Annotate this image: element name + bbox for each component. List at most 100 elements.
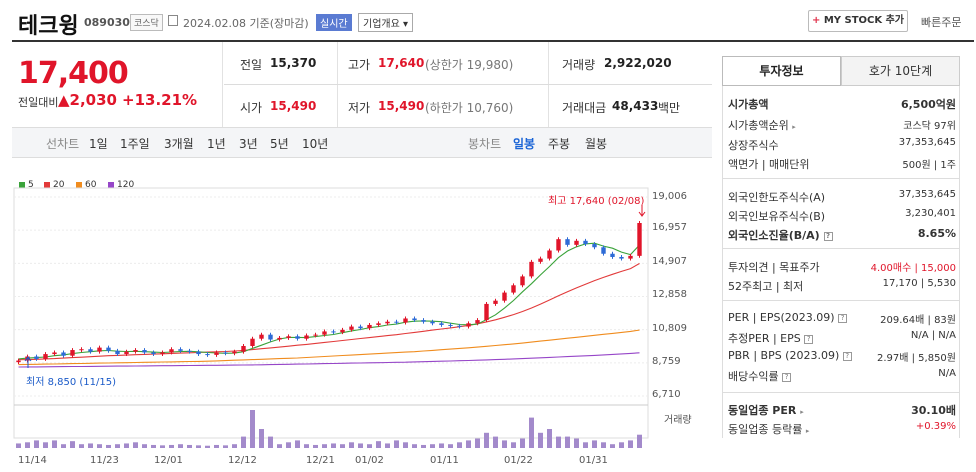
candle-body: [124, 351, 129, 355]
volume-bar: [133, 442, 138, 448]
candle-monthly[interactable]: 월봉: [585, 137, 608, 151]
x-tick: 01/31: [579, 455, 608, 466]
candle-body: [439, 323, 444, 325]
calendar-icon: [168, 15, 178, 26]
high-annotation: 최고 17,640 (02/08): [548, 196, 645, 207]
price-change: ▲2,030: [58, 91, 117, 109]
volume-bar: [628, 440, 633, 448]
volume-bar: [376, 441, 381, 448]
period-1w[interactable]: 1주일: [120, 137, 150, 151]
volume-bar: [583, 442, 588, 448]
sector-per-label[interactable]: 동일업종 PER ▸: [728, 404, 804, 417]
open-value: 15,490: [270, 99, 317, 113]
volume-bar: [475, 438, 480, 448]
realtime-button[interactable]: 실시간: [316, 14, 352, 31]
help-icon[interactable]: ?: [838, 313, 848, 323]
x-tick: 01/22: [504, 455, 533, 466]
candle-body: [385, 321, 390, 324]
candle-weekly[interactable]: 주봉: [548, 137, 571, 151]
company-overview-select[interactable]: 기업개요 ▾: [358, 13, 413, 32]
volume-bar: [448, 444, 453, 448]
tab-order-book[interactable]: 호가 10단계: [841, 56, 960, 86]
listed-shares-value: 37,353,645: [898, 137, 956, 148]
candle-daily[interactable]: 일봉: [513, 137, 536, 151]
candle-body: [16, 360, 21, 363]
divider: [222, 42, 223, 127]
chevron-right-icon: ▸: [805, 427, 810, 435]
candle-body: [358, 326, 363, 329]
x-tick: 12/01: [154, 455, 183, 466]
mystock-add-button[interactable]: + MY STOCK 추가: [808, 10, 908, 32]
candle-body: [538, 258, 543, 262]
volume-bar: [367, 444, 372, 448]
volume-bar: [403, 442, 408, 448]
y-tick: 10,809: [652, 323, 687, 334]
volume-bar: [115, 444, 120, 448]
upper-limit: (상한가 19,980): [425, 58, 514, 72]
candle-body: [79, 349, 84, 351]
candle-body: [106, 347, 111, 351]
volume-bar: [304, 444, 309, 448]
legend-swatch-ma5: [19, 182, 25, 188]
candle-body: [160, 352, 165, 355]
candle-body: [250, 338, 255, 346]
help-icon[interactable]: ?: [823, 231, 833, 241]
volume-bar: [547, 429, 552, 448]
candle-body: [475, 320, 480, 324]
volume-bar: [286, 442, 291, 448]
candle-body: [565, 239, 570, 245]
period-10y[interactable]: 10년: [302, 137, 329, 151]
quick-order-link[interactable]: 빠른주문: [921, 16, 962, 29]
volume-bar: [358, 443, 363, 448]
period-3y[interactable]: 3년: [239, 137, 258, 151]
candle-body: [430, 321, 435, 324]
price-change-pct: +13.21%: [122, 91, 198, 109]
invest-info-panel: [722, 86, 960, 438]
candle-body: [574, 240, 579, 245]
candle-body: [286, 336, 291, 338]
volume-bar: [223, 445, 228, 448]
candle-body: [520, 276, 525, 286]
open-label: 시가: [240, 101, 263, 115]
candle-body: [205, 354, 210, 356]
candle-body: [304, 335, 309, 339]
candle-body: [97, 347, 102, 352]
volume-axis-label: 거래량: [664, 415, 692, 426]
candle-body: [241, 345, 246, 352]
candle-body: [412, 318, 417, 321]
y-tick: 16,957: [652, 222, 687, 233]
candle-chart-label: 봉차트: [468, 137, 502, 151]
foreign-limit-label: 외국인한도주식수(A): [728, 191, 826, 204]
period-1d[interactable]: 1일: [89, 137, 108, 151]
tab-invest-info[interactable]: 투자정보: [722, 56, 841, 86]
volume-bar: [313, 444, 318, 448]
volume-bar: [178, 444, 183, 448]
prev-close-label: 전일: [240, 58, 263, 72]
amount-unit: 백만: [658, 101, 681, 115]
help-icon[interactable]: ?: [804, 334, 814, 344]
stock-code: 089030: [84, 16, 130, 29]
volume-bar: [385, 443, 390, 448]
market-cap-rank-label[interactable]: 시가총액순위 ▸: [728, 119, 796, 132]
candle-body: [376, 323, 381, 325]
sector-change-label[interactable]: 동일업종 등락률 ▸: [728, 423, 810, 436]
volume-bar: [259, 429, 264, 448]
candle-body: [421, 320, 426, 322]
period-5y[interactable]: 5년: [270, 137, 289, 151]
volume-bar: [529, 417, 534, 448]
candle-body: [610, 253, 615, 257]
lower-limit: (하한가 10,760): [425, 101, 514, 115]
candle-body: [637, 222, 642, 256]
divider: [224, 84, 712, 85]
volume-label: 거래량: [562, 58, 596, 72]
volume-bar: [538, 432, 543, 448]
period-3m[interactable]: 3개월: [164, 137, 194, 151]
sector-per-value: 30.10배: [911, 404, 956, 417]
volume-bar: [124, 443, 129, 448]
candle-body: [88, 349, 93, 352]
help-icon[interactable]: ?: [782, 372, 792, 382]
help-icon[interactable]: ?: [842, 351, 852, 361]
period-1y[interactable]: 1년: [207, 137, 226, 151]
pbr-bps-value: 2.97배 | 5,850원: [876, 353, 956, 364]
